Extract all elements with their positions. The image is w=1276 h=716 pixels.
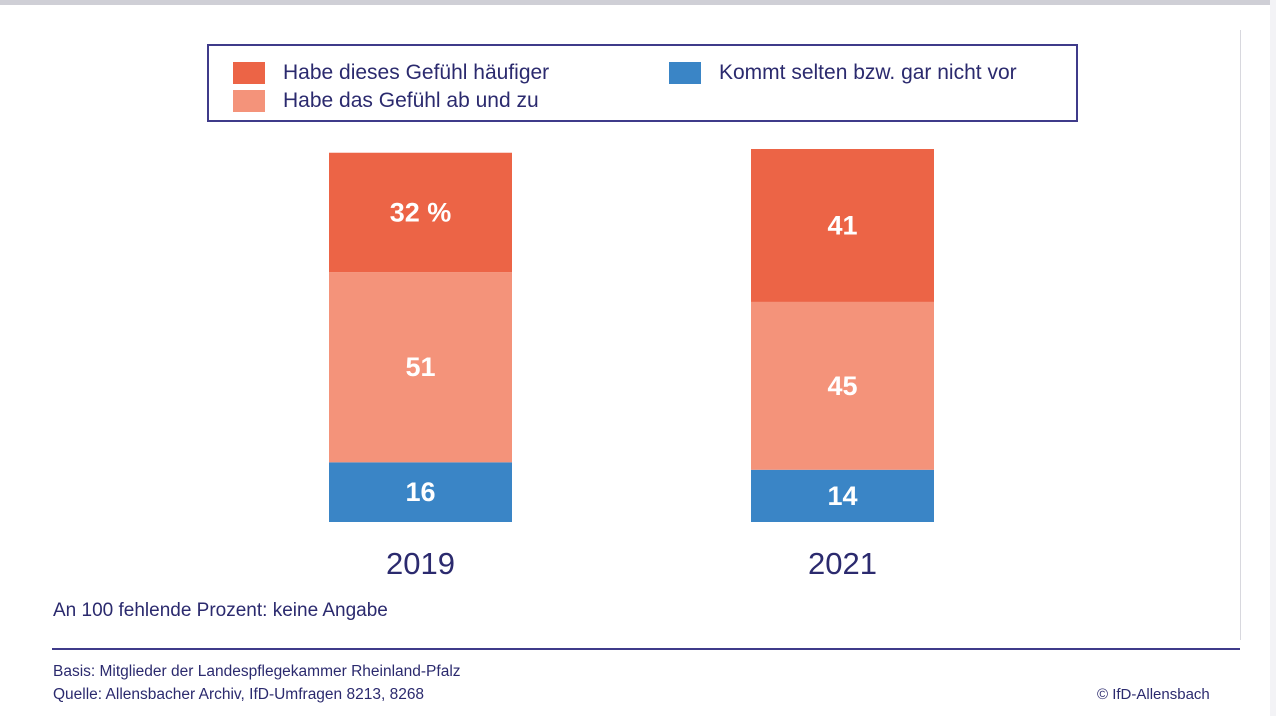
legend-swatch-selten (669, 62, 701, 84)
source-line: Quelle: Allensbacher Archiv, IfD-Umfrage… (53, 686, 425, 703)
source-notes: Basis: Mitglieder der Landespflegekammer… (53, 660, 461, 706)
copyright: © IfD-Allensbach (1097, 686, 1210, 703)
data-label-2021-1: 45 (827, 371, 857, 401)
right-border (1240, 30, 1241, 640)
data-label-2019-2: 32 % (390, 197, 452, 227)
footer-divider (52, 648, 1240, 650)
bar-segment-2019-1 (329, 272, 512, 463)
chart-legend: Habe dieses Gefühl häufiger Habe das Gef… (207, 44, 1078, 122)
legend-swatch-ab-und-zu (233, 90, 265, 112)
legend-item-selten: Kommt selten bzw. gar nicht vor (669, 61, 1017, 85)
data-label-2021-2: 41 (827, 210, 857, 240)
bar-segment-2021-2 (751, 149, 934, 302)
right-edge (1270, 0, 1276, 716)
stacked-bar-chart: 16 51 32 % 2019 14 45 41 2021 (329, 149, 934, 581)
data-label-2019-0: 16 (405, 477, 435, 507)
bar-segment-2021-1 (751, 301, 934, 470)
bar-segment-2019-2 (329, 152, 512, 273)
footnote: An 100 fehlende Prozent: keine Angabe (53, 600, 388, 621)
legend-label-haeufiger: Habe dieses Gefühl häufiger (283, 61, 550, 84)
legend-label-selten: Kommt selten bzw. gar nicht vor (719, 61, 1017, 84)
top-border (0, 0, 1276, 5)
bar-segment-2019-0 (329, 462, 512, 522)
category-label-2021: 2021 (808, 546, 877, 581)
data-label-2021-0: 14 (827, 481, 857, 511)
bar-segment-2021-0 (751, 469, 934, 522)
data-label-2019-1: 51 (405, 352, 435, 382)
legend-swatch-haeufiger (233, 62, 265, 84)
legend-label-ab-und-zu: Habe das Gefühl ab und zu (283, 89, 539, 112)
legend-item-haeufiger: Habe dieses Gefühl häufiger (233, 61, 549, 85)
legend-item-ab-und-zu: Habe das Gefühl ab und zu (233, 89, 539, 113)
basis-line: Basis: Mitglieder der Landespflegekammer… (53, 663, 461, 680)
category-label-2019: 2019 (386, 546, 455, 581)
